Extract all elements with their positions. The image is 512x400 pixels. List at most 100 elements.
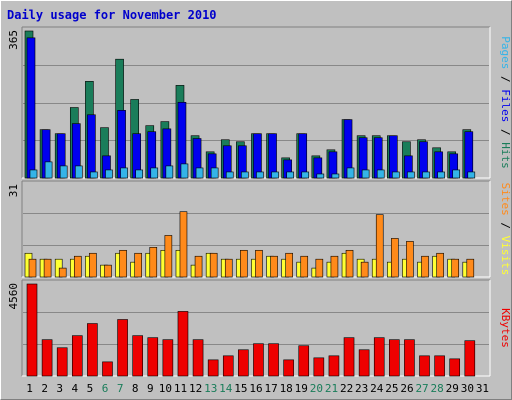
kbytes-bar	[26, 283, 38, 377]
kbytes-bar	[132, 335, 143, 377]
middle-ymax-label: 31	[7, 184, 20, 197]
kbytes-bar	[373, 337, 385, 377]
pages-bar	[467, 171, 476, 179]
kbytes-bar	[434, 355, 445, 377]
sites-bar	[330, 255, 339, 278]
kbytes-bar	[177, 311, 189, 377]
bottom-ymax-label: 4560	[7, 283, 20, 310]
day-label: 13	[204, 382, 217, 395]
day-label: 4	[72, 382, 79, 395]
day-label: 18	[280, 382, 293, 395]
day-label: 20	[310, 382, 323, 395]
day-label: 28	[431, 382, 444, 395]
top-ymax-label: 365	[7, 30, 20, 50]
sites-bar	[375, 214, 384, 278]
day-label: 1	[26, 382, 33, 395]
day-label: 27	[415, 382, 428, 395]
middle-legend-item-1: /	[499, 216, 512, 236]
sites-bar	[43, 258, 52, 278]
kbytes-bar	[358, 349, 370, 377]
kbytes-bar	[102, 361, 113, 377]
day-label: 23	[355, 382, 368, 395]
pages-bar	[271, 171, 279, 179]
sites-bar	[149, 247, 158, 278]
pages-bar	[422, 171, 430, 179]
kbytes-bar	[389, 339, 400, 377]
sites-bar	[285, 252, 293, 278]
pages-bar	[392, 171, 400, 179]
pages-bar	[437, 171, 445, 179]
pages-bar	[44, 161, 53, 179]
day-label: 7	[117, 382, 124, 395]
pages-bar	[74, 165, 83, 179]
kbytes-bar	[404, 339, 415, 377]
sites-bar	[451, 258, 460, 278]
kbytes-bar	[298, 345, 310, 377]
top-legend-item-3: /	[499, 122, 512, 142]
day-label: 15	[234, 382, 247, 395]
sites-bar	[270, 255, 278, 278]
pages-bar	[241, 171, 249, 179]
sites-bar	[58, 267, 67, 278]
kbytes-bar	[162, 339, 174, 377]
kbytes-bar	[419, 355, 430, 377]
pages-bar	[59, 165, 68, 179]
sites-bar	[345, 249, 354, 278]
sites-bar	[28, 258, 37, 278]
kbytes-bar	[328, 355, 340, 377]
sites-bar	[391, 238, 399, 278]
pages-bar	[376, 169, 385, 179]
pages-bar	[135, 169, 143, 179]
kbytes-bar	[147, 337, 159, 377]
kbytes-bar	[71, 335, 83, 377]
day-label: 9	[147, 382, 154, 395]
kbytes-bar	[207, 359, 219, 377]
day-label: 14	[219, 382, 233, 395]
pages-bar	[120, 167, 128, 179]
day-label: 8	[132, 382, 139, 395]
day-label: 16	[249, 382, 262, 395]
pages-bar	[301, 171, 310, 179]
pages-bar	[90, 171, 98, 179]
sites-bar	[89, 252, 97, 278]
pages-bar	[286, 171, 294, 179]
kbytes-bar	[192, 339, 204, 377]
top-legend: Pages / Files / Hits	[499, 36, 512, 169]
sites-bar	[224, 258, 233, 278]
day-label: 10	[159, 382, 172, 395]
bottom-legend: KBytes	[499, 308, 512, 348]
day-label: 3	[56, 382, 63, 395]
middle-legend: Sites / Visits	[499, 183, 512, 276]
kbytes-bar	[313, 357, 325, 377]
sites-bar	[315, 258, 324, 278]
pages-bar	[195, 167, 204, 179]
kbytes-bar	[87, 323, 98, 377]
day-label: 31	[476, 382, 489, 395]
day-label: 30	[461, 382, 474, 395]
pages-bar	[165, 165, 174, 179]
day-label: 11	[174, 382, 187, 395]
sites-bar	[104, 264, 112, 278]
chart-title: Daily usage for November 2010	[7, 8, 217, 22]
files-bar	[464, 131, 474, 179]
kbytes-bar	[449, 358, 461, 377]
pages-bar	[105, 169, 113, 179]
files-bar	[268, 133, 277, 179]
pages-bar	[331, 173, 340, 179]
day-label: 22	[340, 382, 353, 395]
pages-bar	[361, 169, 370, 179]
kbytes-bar	[238, 349, 249, 377]
sites-bar	[421, 255, 429, 278]
sites-bar	[179, 211, 188, 278]
sites-bar	[119, 249, 127, 278]
kbytes-bar	[283, 359, 294, 377]
sites-bar	[240, 249, 248, 278]
kbytes-bar	[41, 339, 53, 377]
kbytes-bar	[464, 340, 476, 377]
day-label: 2	[41, 382, 48, 395]
pages-bar	[316, 173, 325, 179]
sites-bar	[300, 255, 309, 278]
middle-legend-item-0: Sites	[499, 183, 512, 216]
kbytes-bar	[117, 319, 128, 377]
files-bar	[389, 135, 398, 179]
